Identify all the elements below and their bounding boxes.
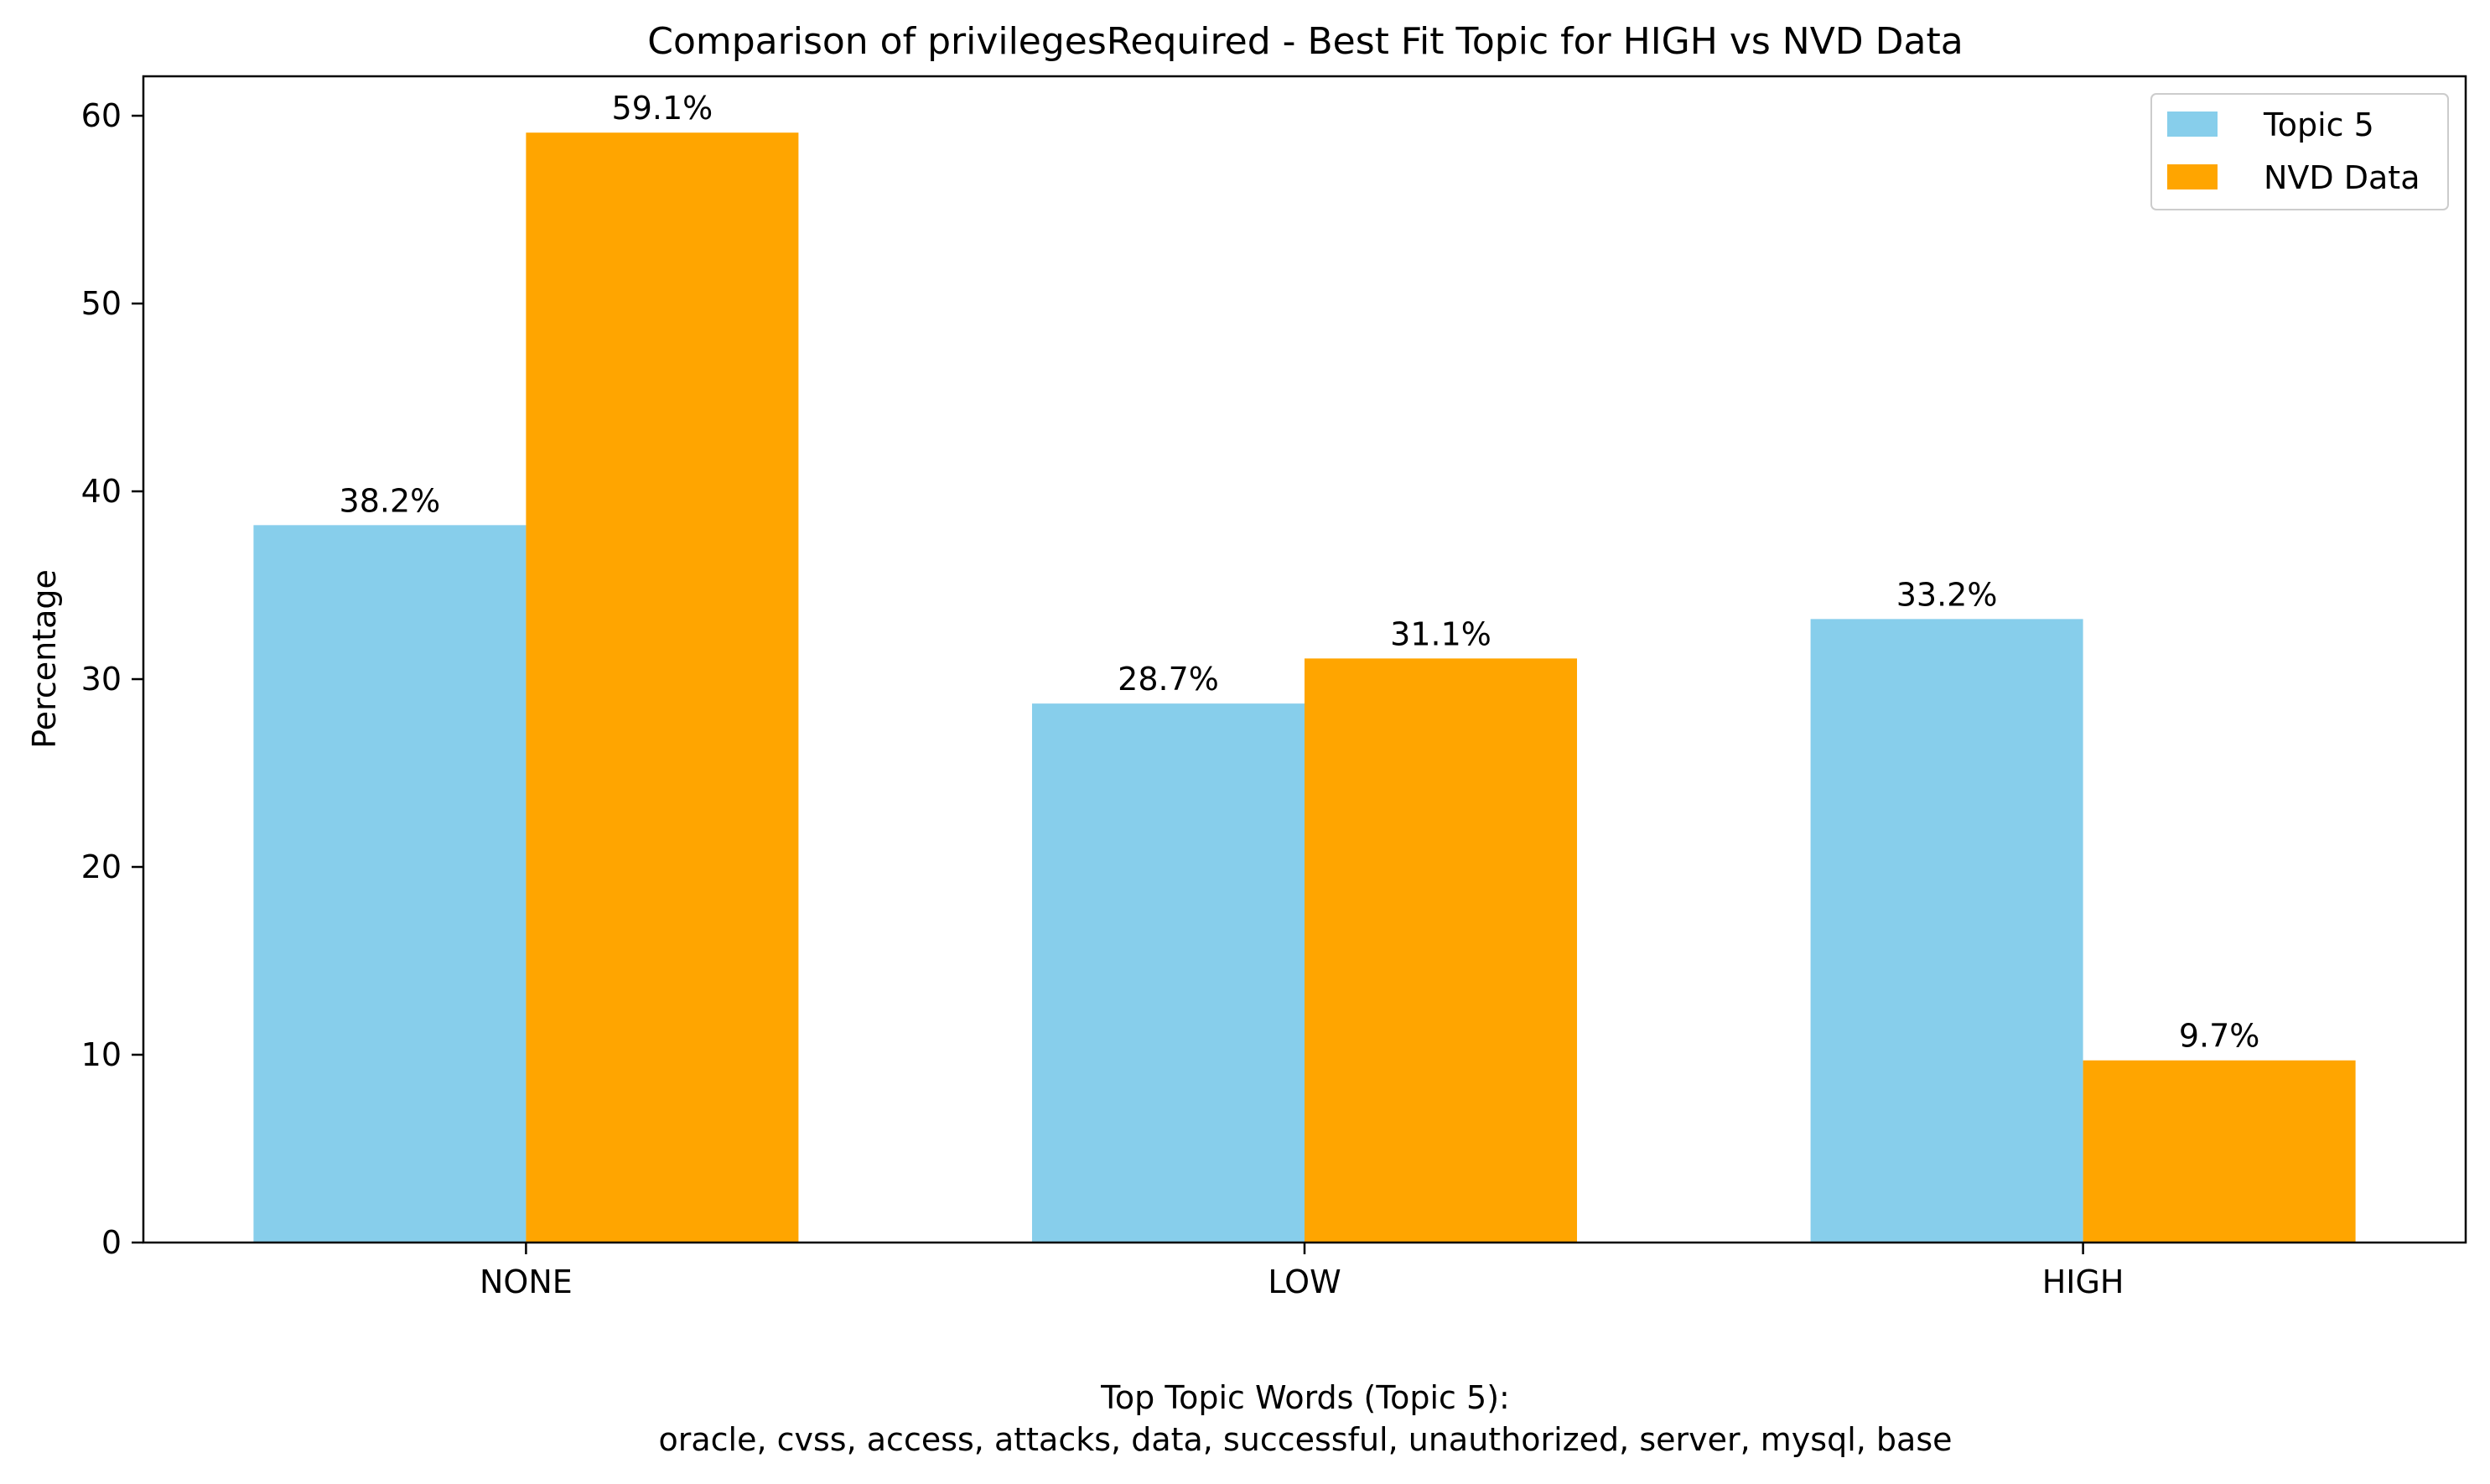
y-tick-label-40: 40 [81, 473, 122, 510]
bar-nvd-data-low [1305, 658, 1578, 1243]
bars-layer [253, 132, 2356, 1243]
bar-nvd-data-none [526, 132, 799, 1243]
y-tick-label-20: 20 [81, 848, 122, 885]
value-label-topic-5-low: 28.7% [1118, 661, 1219, 698]
value-label-nvd-data-high: 9.7% [2179, 1018, 2260, 1055]
x-tick-label-none: NONE [480, 1263, 573, 1300]
value-label-nvd-data-low: 31.1% [1390, 615, 1491, 652]
value-labels-layer: 38.2% 28.7% 33.2% 59.1% 31.1% 9.7% [340, 90, 2260, 1055]
y-tick-label-30: 30 [81, 661, 122, 698]
caption-words: oracle, cvss, access, attacks, data, suc… [658, 1421, 1952, 1458]
y-tick-label-0: 0 [101, 1224, 122, 1261]
value-label-topic-5-none: 38.2% [340, 482, 441, 519]
y-tick-label-60: 60 [81, 97, 122, 134]
bar-topic-5-low [1031, 703, 1305, 1243]
bar-topic-5-high [1810, 619, 2083, 1243]
bar-topic-5-none [253, 525, 527, 1243]
legend-swatch-nvd-data [2167, 164, 2218, 189]
chart-title: Comparison of privilegesRequired - Best … [647, 20, 1963, 63]
x-axis: NONE LOW HIGH [480, 1243, 2124, 1300]
legend-frame [2150, 93, 2449, 210]
x-tick-label-high: HIGH [2042, 1263, 2124, 1300]
value-label-nvd-data-none: 59.1% [612, 90, 713, 127]
legend-label-topic-5: Topic 5 [2263, 106, 2374, 143]
y-axis: 0 10 20 30 40 50 60 [81, 97, 143, 1261]
bar-nvd-data-high [2083, 1060, 2356, 1243]
value-label-topic-5-high: 33.2% [1896, 576, 1998, 613]
legend: Topic 5 NVD Data [2150, 93, 2449, 210]
y-axis-label: Percentage [26, 569, 63, 749]
y-tick-label-50: 50 [81, 285, 122, 322]
legend-swatch-topic-5 [2167, 112, 2218, 137]
legend-label-nvd-data: NVD Data [2264, 159, 2420, 196]
x-tick-label-low: LOW [1268, 1263, 1341, 1300]
caption-heading: Top Topic Words (Topic 5): [1100, 1379, 1510, 1416]
y-tick-label-10: 10 [81, 1036, 122, 1073]
